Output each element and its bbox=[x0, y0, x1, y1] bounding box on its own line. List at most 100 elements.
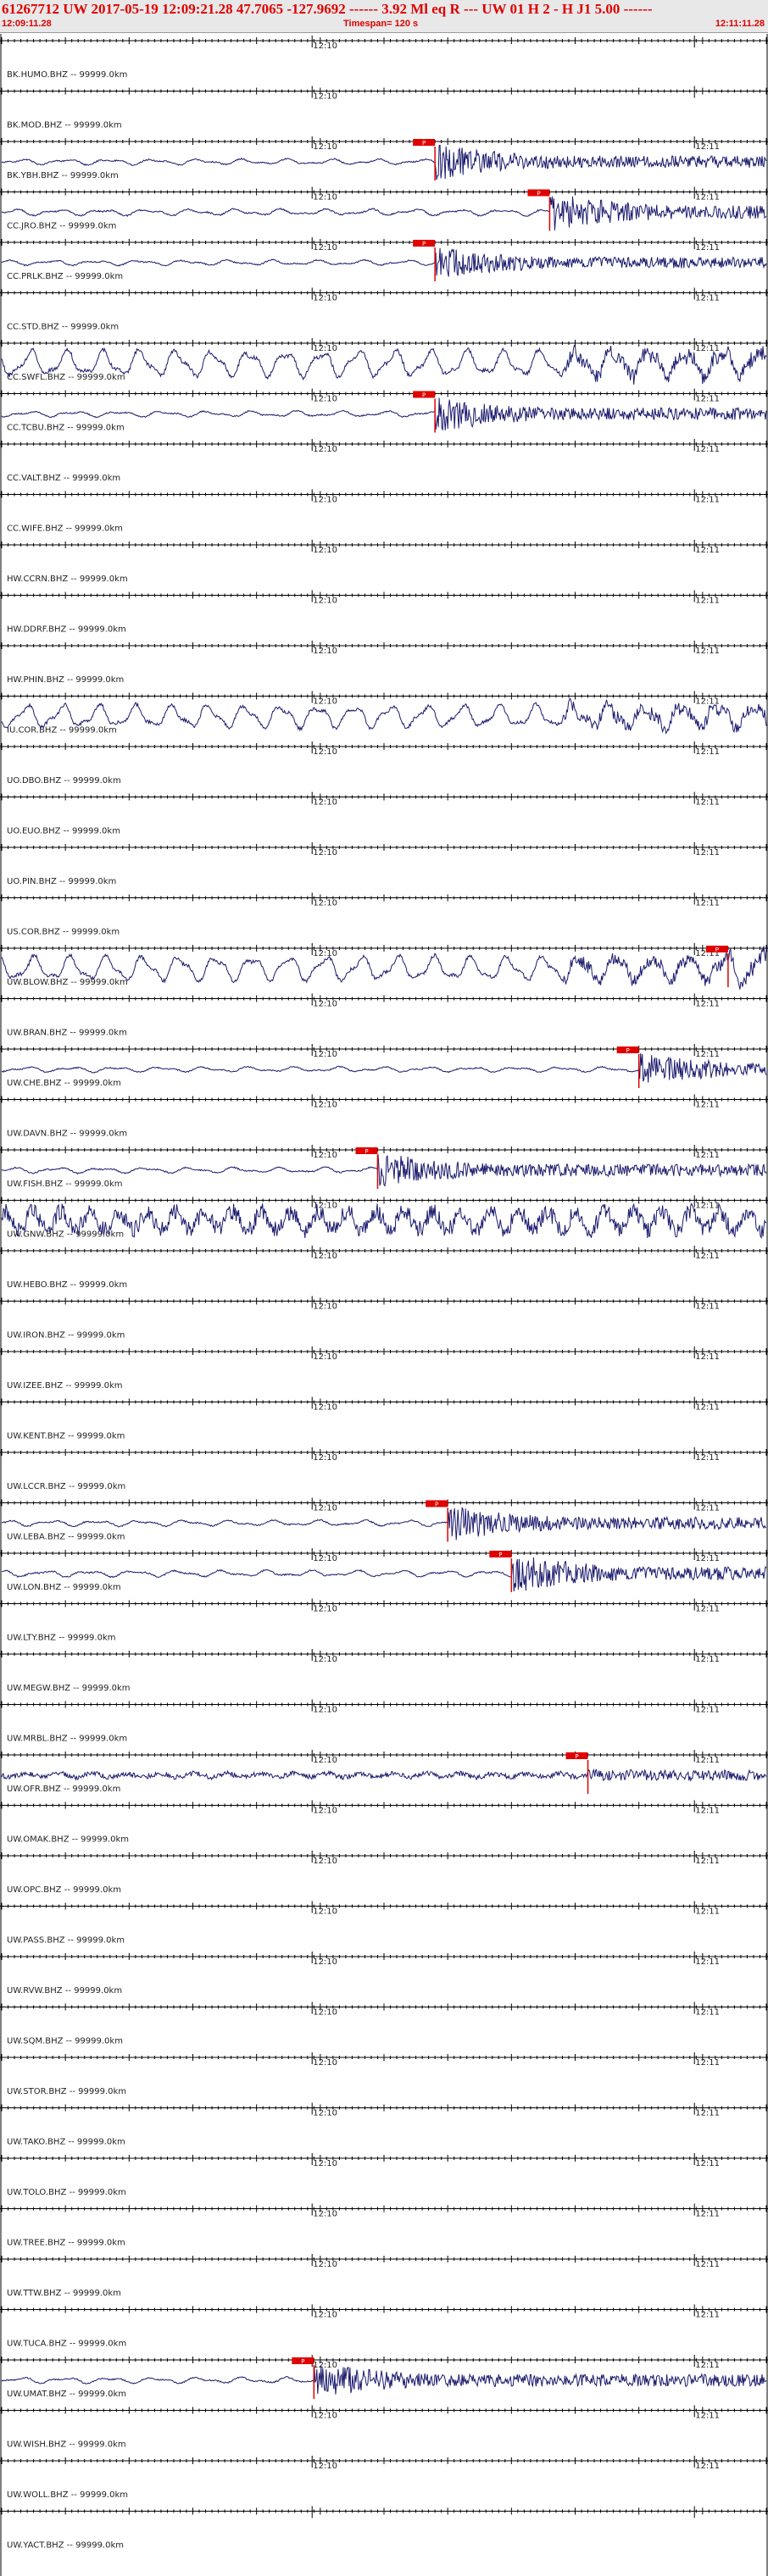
minute-label: 12:10 bbox=[313, 1756, 337, 1765]
minute-label: 12:10 bbox=[313, 747, 337, 757]
minute-label: 12:11 bbox=[695, 1403, 720, 1413]
station-label: UW.PASS.BHZ -- 99999.0km bbox=[7, 1936, 125, 1946]
minute-label: 12:10 bbox=[313, 395, 337, 404]
waveform-trace bbox=[1, 247, 767, 277]
minute-label: 12:11 bbox=[695, 1655, 720, 1664]
minute-label: 12:11 bbox=[695, 193, 720, 203]
station-label: UW.LEBA.BHZ -- 99999.0km bbox=[7, 1533, 125, 1542]
station-label: CC.STD.BHZ -- 99999.0km bbox=[7, 323, 119, 332]
minute-label: 12:11 bbox=[695, 395, 720, 404]
minute-label: 12:11 bbox=[695, 899, 720, 908]
pick-flag bbox=[413, 240, 436, 247]
pick-label: P bbox=[422, 140, 426, 147]
minute-label: 12:10 bbox=[313, 1453, 337, 1463]
waveform-trace bbox=[1, 144, 767, 180]
station-label: UW.OPC.BHZ -- 99999.0km bbox=[7, 1885, 121, 1895]
pick-flag bbox=[705, 946, 728, 952]
station-label: UW.OFR.BHZ -- 99999.0km bbox=[7, 1785, 120, 1794]
waveform-trace bbox=[1, 1768, 767, 1783]
station-label: BK.HUMO.BHZ -- 99999.0km bbox=[7, 70, 127, 80]
station-label: UW.MRBL.BHZ -- 99999.0km bbox=[7, 1735, 127, 1744]
minute-label: 12:11 bbox=[695, 546, 720, 555]
minute-label: 12:10 bbox=[313, 294, 337, 303]
station-label: UW.MEGW.BHZ -- 99999.0km bbox=[7, 1684, 131, 1693]
minute-label: 12:11 bbox=[695, 1252, 720, 1261]
station-label: UW.GNW.BHZ -- 99999.0km bbox=[7, 1230, 124, 1240]
minute-label: 12:10 bbox=[313, 1202, 337, 1211]
waveform-trace bbox=[1, 196, 767, 230]
pick-flag bbox=[426, 1500, 448, 1507]
minute-label: 12:10 bbox=[313, 1352, 337, 1362]
minute-label: 12:10 bbox=[313, 1706, 337, 1715]
minute-label: 12:11 bbox=[695, 1453, 720, 1463]
minute-label: 12:10 bbox=[313, 697, 337, 707]
pick-flag bbox=[413, 391, 436, 398]
minute-label: 12:10 bbox=[313, 1857, 337, 1866]
station-label: BK.YBH.BHZ -- 99999.0km bbox=[7, 171, 119, 180]
minute-label: 12:11 bbox=[695, 243, 720, 253]
minute-label: 12:11 bbox=[695, 1857, 720, 1866]
pick-flag bbox=[355, 1147, 378, 1154]
pick-label: P bbox=[626, 1047, 630, 1054]
minute-label: 12:11 bbox=[695, 848, 720, 858]
waveform-trace bbox=[1, 1557, 767, 1591]
minute-label: 12:10 bbox=[313, 1101, 337, 1110]
pick-label: P bbox=[575, 1753, 578, 1760]
pick-flag bbox=[565, 1752, 588, 1759]
minute-label: 12:11 bbox=[695, 445, 720, 454]
end-time: 12:11:11.28 bbox=[715, 19, 765, 29]
station-label: UW.DAVN.BHZ -- 99999.0km bbox=[7, 1130, 127, 1139]
minute-label: 12:10 bbox=[313, 1807, 337, 1816]
minute-label: 12:10 bbox=[313, 1554, 337, 1563]
minute-label: 12:10 bbox=[313, 1000, 337, 1009]
waveform-trace bbox=[1, 1202, 767, 1240]
minute-label: 12:10 bbox=[313, 1907, 337, 1917]
waveform-trace bbox=[1, 344, 767, 385]
minute-label: 12:10 bbox=[313, 949, 337, 958]
pick-flag bbox=[413, 139, 436, 146]
minute-label: 12:10 bbox=[313, 1252, 337, 1261]
station-label: US.COR.BHZ -- 99999.0km bbox=[7, 928, 120, 937]
minute-label: 12:11 bbox=[695, 1101, 720, 1110]
pick-flag bbox=[616, 1046, 639, 1053]
minute-label: 12:10 bbox=[313, 445, 337, 454]
seismogram-plot: 12:10 BK.HUMO.BHZ -- 99999.0km 12:10 BK.MOD… bbox=[0, 34, 768, 2576]
station-label: UW.BLOW.BHZ -- 99999.0km bbox=[7, 978, 128, 987]
station-label: HW.CCRN.BHZ -- 99999.0km bbox=[7, 575, 128, 584]
station-label: UW.OMAK.BHZ -- 99999.0km bbox=[7, 1835, 129, 1845]
station-label: BK.MOD.BHZ -- 99999.0km bbox=[7, 121, 122, 130]
minute-label: 12:11 bbox=[695, 1352, 720, 1362]
station-label: UW.FISH.BHZ -- 99999.0km bbox=[7, 1180, 123, 1189]
station-label: HW.PHIN.BHZ -- 99999.0km bbox=[7, 675, 124, 685]
minute-label: 12:10 bbox=[313, 42, 337, 51]
station-label: CC.PRLK.BHZ -- 99999.0km bbox=[7, 272, 123, 281]
minute-label: 12:10 bbox=[313, 1605, 337, 1614]
minute-label: 12:10 bbox=[313, 92, 337, 102]
station-label: CC.WIFE.BHZ -- 99999.0km bbox=[7, 525, 123, 534]
minute-label: 12:11 bbox=[695, 496, 720, 505]
station-label: UW.IRON.BHZ -- 99999.0km bbox=[7, 1331, 125, 1341]
minute-label: 12:11 bbox=[695, 949, 720, 958]
station-label: CC.VALT.BHZ -- 99999.0km bbox=[7, 474, 120, 483]
minute-label: 12:11 bbox=[695, 697, 720, 707]
pick-label: P bbox=[435, 1502, 438, 1508]
station-label: UW.CHE.BHZ -- 99999.0km bbox=[7, 1079, 121, 1088]
minute-label: 12:11 bbox=[695, 1000, 720, 1009]
station-label: UW.HEBO.BHZ -- 99999.0km bbox=[7, 1280, 127, 1290]
minute-label: 12:11 bbox=[695, 747, 720, 757]
minute-label: 12:11 bbox=[695, 1504, 720, 1513]
minute-label: 12:11 bbox=[695, 1605, 720, 1614]
station-label: UW.BRAN.BHZ -- 99999.0km bbox=[7, 1029, 127, 1038]
start-time: 12:09:11.28 bbox=[2, 19, 52, 29]
timespan-label: Timespan= 120 s bbox=[343, 19, 419, 29]
minute-label: 12:11 bbox=[695, 798, 720, 808]
pick-label: P bbox=[422, 392, 426, 399]
station-label: UW.LTY.BHZ -- 99999.0km bbox=[7, 1634, 116, 1643]
waveform-trace bbox=[1, 697, 767, 735]
station-label: UW.LON.BHZ -- 99999.0km bbox=[7, 1583, 121, 1592]
minute-label: 12:10 bbox=[313, 344, 337, 353]
minute-label: 12:11 bbox=[695, 1050, 720, 1059]
minute-label: 12:11 bbox=[695, 1554, 720, 1563]
pick-label: P bbox=[365, 1148, 368, 1155]
pick-label: P bbox=[715, 947, 719, 953]
